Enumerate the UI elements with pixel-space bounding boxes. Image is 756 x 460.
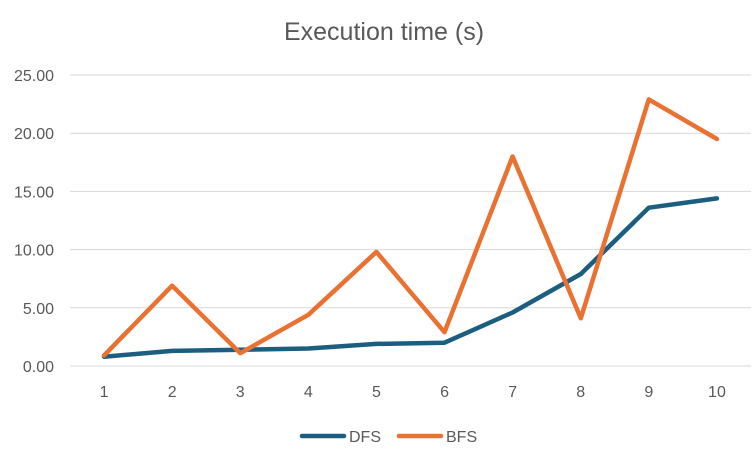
x-axis-tick-labels: 1 2 3 4 5 6 7 8 9 10: [100, 384, 726, 401]
x-tick-label: 8: [576, 384, 585, 401]
y-tick-label: 0.00: [23, 359, 54, 376]
x-tick-label: 9: [644, 384, 653, 401]
gridlines: [70, 75, 751, 366]
x-tick-label: 10: [708, 384, 726, 401]
x-tick-label: 6: [440, 384, 449, 401]
y-tick-label: 20.00: [14, 126, 54, 143]
y-tick-label: 10.00: [14, 243, 54, 260]
y-tick-label: 25.00: [14, 68, 54, 85]
y-tick-label: 5.00: [23, 301, 54, 318]
legend: DFS BFS: [302, 429, 477, 446]
x-tick-label: 2: [168, 384, 177, 401]
series-line-dfs: [104, 198, 717, 356]
legend-label-dfs: DFS: [349, 429, 381, 446]
y-tick-label: 15.00: [14, 184, 54, 201]
x-tick-label: 1: [100, 384, 109, 401]
series-lines: [104, 99, 717, 356]
x-tick-label: 4: [304, 384, 313, 401]
x-tick-label: 3: [236, 384, 245, 401]
legend-label-bfs: BFS: [446, 429, 477, 446]
chart-title: Execution time (s): [284, 18, 484, 46]
series-line-bfs: [104, 99, 717, 355]
x-tick-label: 7: [508, 384, 517, 401]
y-axis-tick-labels: 0.00 5.00 10.00 15.00 20.00 25.00: [14, 68, 54, 376]
x-tick-label: 5: [372, 384, 381, 401]
